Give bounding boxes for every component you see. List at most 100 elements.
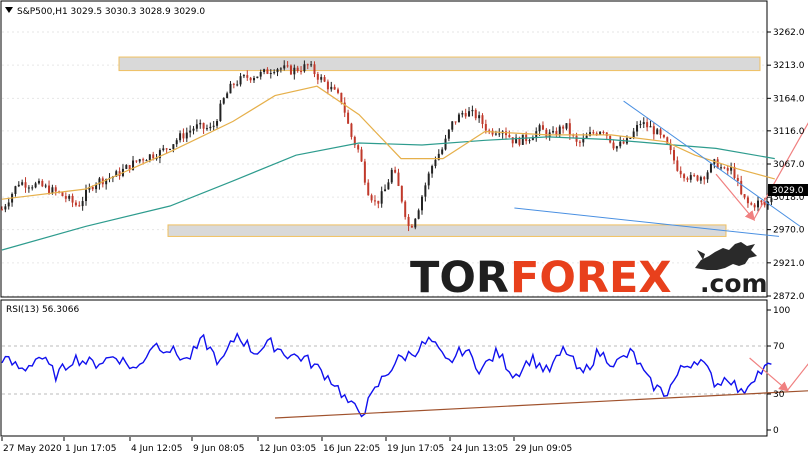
candle-body[interactable]	[578, 141, 581, 143]
candle-body[interactable]	[410, 225, 413, 228]
candle-body[interactable]	[602, 131, 605, 133]
candle-body[interactable]	[400, 185, 403, 202]
candle-body[interactable]	[138, 159, 141, 162]
rsi-arrow-up[interactable]	[786, 332, 808, 391]
candle-body[interactable]	[743, 194, 746, 198]
candle-body[interactable]	[172, 144, 175, 149]
candle-body[interactable]	[733, 166, 736, 178]
candle-body[interactable]	[229, 83, 232, 94]
candle-body[interactable]	[192, 128, 195, 131]
candle-body[interactable]	[639, 124, 642, 126]
candle-body[interactable]	[437, 153, 440, 160]
candle-body[interactable]	[51, 187, 54, 194]
candle-body[interactable]	[239, 76, 242, 85]
candle-body[interactable]	[515, 137, 518, 144]
candle-body[interactable]	[266, 69, 269, 74]
candle-body[interactable]	[451, 121, 454, 130]
candle-body[interactable]	[612, 142, 615, 149]
candle-body[interactable]	[98, 178, 101, 185]
candle-body[interactable]	[649, 126, 652, 128]
candle-body[interactable]	[414, 218, 417, 228]
candle-body[interactable]	[565, 123, 568, 129]
candle-body[interactable]	[407, 216, 410, 226]
candle-body[interactable]	[37, 180, 40, 184]
candle-body[interactable]	[236, 84, 239, 86]
candle-body[interactable]	[689, 175, 692, 180]
candle-body[interactable]	[142, 159, 145, 161]
candle-body[interactable]	[474, 109, 477, 119]
candle-body[interactable]	[696, 175, 699, 181]
candle-body[interactable]	[568, 123, 571, 135]
candle-body[interactable]	[457, 114, 460, 123]
candle-body[interactable]	[276, 69, 279, 73]
candle-body[interactable]	[182, 133, 185, 139]
candle-body[interactable]	[179, 133, 182, 141]
candle-body[interactable]	[629, 138, 632, 140]
candle-body[interactable]	[461, 113, 464, 115]
candle-body[interactable]	[397, 172, 400, 186]
candle-body[interactable]	[686, 178, 689, 180]
candle-body[interactable]	[310, 64, 313, 66]
candle-body[interactable]	[169, 148, 171, 150]
candle-body[interactable]	[676, 160, 679, 171]
candle-body[interactable]	[605, 132, 608, 136]
candle-body[interactable]	[622, 141, 625, 144]
candle-body[interactable]	[189, 130, 192, 133]
candle-body[interactable]	[283, 65, 286, 69]
rsi-arrow-down[interactable]	[749, 357, 789, 392]
candle-body[interactable]	[730, 166, 733, 171]
candle-body[interactable]	[21, 182, 24, 185]
candle-body[interactable]	[303, 64, 306, 72]
candle-body[interactable]	[68, 195, 71, 199]
candle-body[interactable]	[71, 195, 74, 203]
candle-body[interactable]	[703, 177, 706, 180]
candle-body[interactable]	[666, 137, 669, 144]
candle-body[interactable]	[740, 180, 743, 195]
candle-body[interactable]	[404, 201, 407, 217]
candle-body[interactable]	[7, 202, 10, 207]
candle-body[interactable]	[337, 89, 339, 93]
candle-body[interactable]	[132, 160, 135, 170]
candle-body[interactable]	[709, 163, 712, 173]
forecast-arrow-down[interactable]	[715, 173, 756, 222]
candle-body[interactable]	[357, 145, 360, 150]
candle-body[interactable]	[770, 198, 773, 203]
candle-body[interactable]	[61, 192, 64, 197]
candle-body[interactable]	[575, 135, 578, 142]
candle-body[interactable]	[384, 189, 387, 192]
candle-body[interactable]	[78, 205, 81, 207]
candle-body[interactable]	[763, 202, 766, 206]
candle-body[interactable]	[330, 86, 333, 90]
candle-body[interactable]	[377, 200, 380, 204]
candle-body[interactable]	[263, 69, 266, 73]
support-zone[interactable]	[167, 224, 727, 237]
candle-body[interactable]	[115, 171, 118, 177]
candle-body[interactable]	[155, 158, 158, 160]
candle-body[interactable]	[289, 65, 292, 75]
candle-body[interactable]	[212, 125, 215, 127]
candle-body[interactable]	[511, 137, 514, 144]
candle-body[interactable]	[350, 123, 353, 137]
candle-body[interactable]	[232, 83, 235, 85]
candle-body[interactable]	[421, 196, 423, 211]
candle-body[interactable]	[165, 148, 168, 150]
candle-body[interactable]	[427, 173, 430, 186]
candle-body[interactable]	[562, 126, 565, 129]
candle-body[interactable]	[64, 196, 67, 199]
candle-body[interactable]	[441, 149, 444, 154]
candle-body[interactable]	[424, 185, 427, 197]
candle-body[interactable]	[531, 138, 534, 141]
candle-body[interactable]	[481, 115, 484, 125]
candle-body[interactable]	[205, 128, 208, 130]
candle-body[interactable]	[279, 68, 282, 70]
forecast-arrow-up[interactable]	[753, 71, 808, 220]
candle-body[interactable]	[585, 135, 588, 138]
candle-body[interactable]	[353, 136, 356, 146]
candle-body[interactable]	[24, 182, 27, 188]
candle-body[interactable]	[360, 149, 363, 162]
candle-body[interactable]	[313, 64, 316, 75]
candle-body[interactable]	[753, 204, 756, 208]
candle-body[interactable]	[17, 184, 20, 187]
candle-body[interactable]	[340, 92, 343, 103]
candle-body[interactable]	[44, 185, 47, 187]
